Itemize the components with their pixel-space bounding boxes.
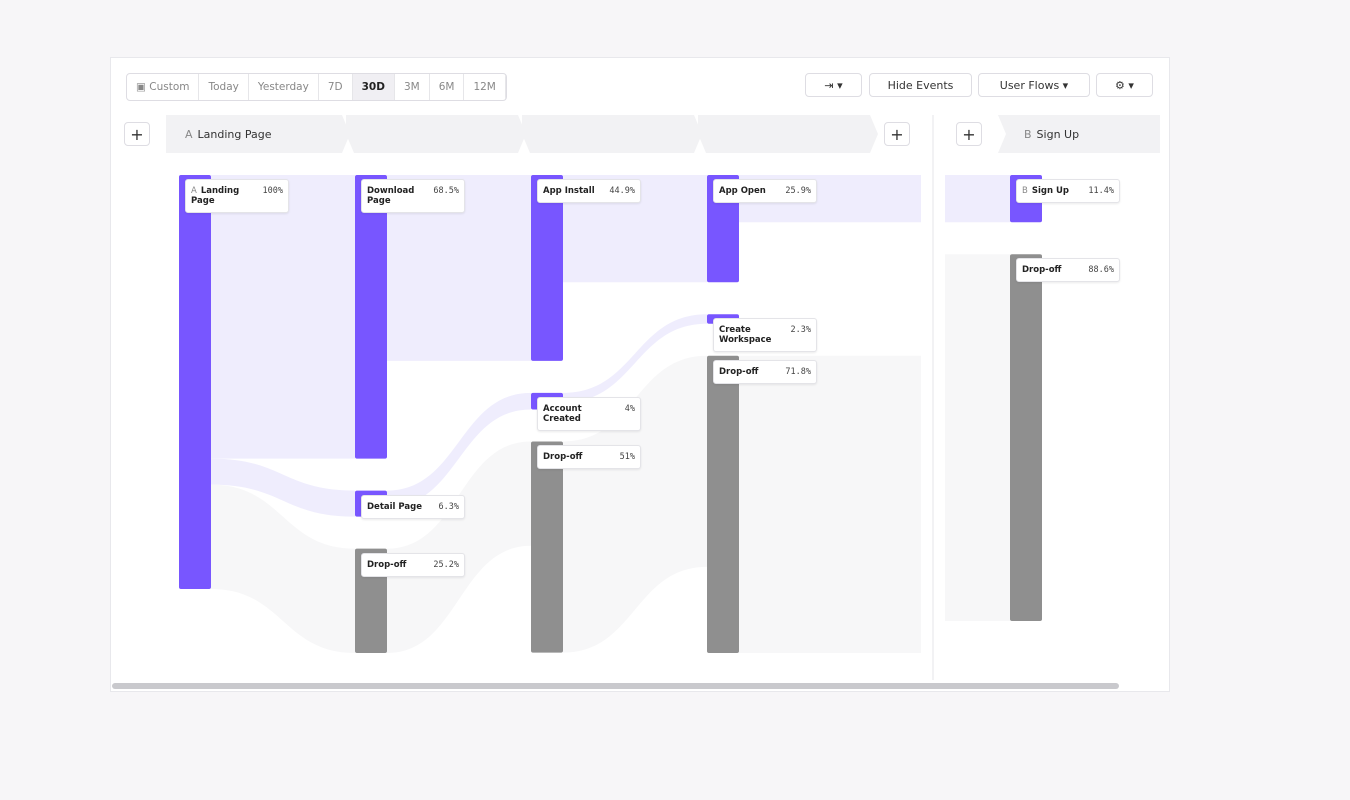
node-percent: 68.5% — [433, 186, 459, 196]
flow-link — [211, 458, 355, 517]
node-name-text: Drop-off — [367, 559, 407, 570]
node-percent: 88.6% — [1088, 265, 1114, 276]
node-name: Drop-off — [719, 367, 758, 377]
add-step[interactable]: + — [956, 122, 982, 146]
node-label[interactable]: Create Workspace 2.3% — [713, 318, 817, 353]
flow-link — [563, 314, 707, 403]
node-name-text: Drop-off — [1022, 265, 1062, 276]
node-name-text: Create Workspace — [719, 325, 772, 346]
scrollbar[interactable] — [112, 683, 1119, 689]
flow-node[interactable] — [179, 175, 211, 589]
flow-link — [387, 392, 531, 508]
add-step[interactable]: + — [884, 122, 910, 146]
node-name: App Install — [543, 186, 595, 196]
range-option[interactable]: 7D — [319, 74, 353, 100]
node-percent: 25.9% — [785, 186, 811, 196]
step-a: A Landing Page — [185, 128, 272, 141]
flow-link — [211, 484, 355, 653]
node-name: Drop-off — [367, 560, 406, 570]
range-option[interactable]: Yesterday — [249, 74, 319, 100]
node-percent: 100% — [262, 186, 283, 196]
node-letter: A — [191, 186, 197, 196]
node-name-text: App Install — [543, 186, 595, 196]
hide-events[interactable]: Hide Events — [869, 73, 972, 97]
step-label: Landing Page — [197, 128, 272, 141]
node-label[interactable]: Detail Page 6.3% — [361, 494, 465, 519]
node-name-text: Download Page — [367, 186, 415, 206]
node-label[interactable]: App Open 25.9% — [713, 179, 817, 203]
node-name-text: Drop-off — [543, 452, 583, 463]
flow-node[interactable] — [531, 441, 563, 653]
node-label[interactable]: A Landing Page 100% — [185, 179, 289, 213]
user-flows[interactable]: User Flows ▾ — [978, 73, 1090, 97]
settings-button[interactable]: ⚙ ▾ — [1096, 73, 1153, 97]
range-option[interactable]: Today — [199, 74, 249, 100]
flow-link — [563, 355, 707, 653]
step-letter: A — [185, 128, 193, 141]
range-option[interactable]: 6M — [430, 74, 465, 100]
add-step[interactable]: + — [124, 122, 150, 146]
flow-node[interactable] — [1010, 254, 1042, 622]
node-percent: 44.9% — [609, 186, 635, 196]
node-name: Drop-off — [543, 452, 582, 462]
node-name-text: Landing Page — [191, 186, 240, 206]
flow-link — [387, 175, 531, 361]
node-label[interactable]: Drop-off 51% — [537, 445, 641, 470]
range-option[interactable]: ▣ Custom — [127, 74, 200, 100]
node-name: Drop-off — [1022, 265, 1061, 275]
node-percent: 25.2% — [433, 559, 459, 570]
node-name-text: Drop-off — [719, 366, 759, 377]
flow-link — [739, 254, 1010, 654]
node-name: Detail Page — [367, 502, 422, 512]
range-option[interactable]: 30D — [352, 74, 395, 100]
node-name: Account Created — [543, 404, 611, 424]
node-label[interactable]: Drop-off 71.8% — [713, 359, 817, 384]
node-name: B Sign Up — [1022, 186, 1069, 196]
node-name: App Open — [719, 186, 766, 196]
step-label: Sign Up — [1036, 128, 1080, 141]
node-label[interactable]: Drop-off 25.2% — [361, 552, 465, 577]
flow-node[interactable] — [355, 175, 387, 459]
step-b: B Sign Up — [1024, 128, 1079, 141]
step-header — [166, 115, 1160, 153]
node-label[interactable]: Account Created 4% — [537, 396, 641, 431]
range-option[interactable]: 3M — [395, 74, 430, 100]
node-label[interactable]: Drop-off 88.6% — [1016, 258, 1120, 283]
flow-node[interactable] — [707, 355, 739, 653]
node-label[interactable]: B Sign Up 11.4% — [1016, 179, 1120, 203]
node-name-text: Detail Page — [367, 501, 422, 512]
range-option[interactable]: 12M — [464, 74, 506, 100]
flow-node[interactable] — [531, 175, 563, 361]
node-name-text: Sign Up — [1031, 186, 1069, 196]
user-flows-label: User Flows — [999, 78, 1060, 92]
node-percent: 51% — [619, 452, 635, 463]
node-name: Download Page — [367, 186, 433, 206]
node-name: Create Workspace — [719, 325, 787, 345]
node-percent: 4% — [624, 403, 635, 414]
node-percent: 6.3% — [438, 501, 459, 512]
flow-link — [211, 175, 355, 459]
node-name-text: App Open — [719, 186, 766, 196]
node-percent: 2.3% — [790, 325, 811, 336]
node-label[interactable]: App Install 44.9% — [537, 179, 641, 203]
flow-link — [387, 441, 531, 653]
node-letter: B — [1022, 186, 1028, 196]
node-name-text: Account Created — [543, 403, 582, 424]
date-range[interactable]: ▣ Custom Today Yesterday 7D 30D 3M 6M 12M — [126, 73, 507, 101]
step-letter: B — [1024, 128, 1032, 141]
export-button[interactable]: ⇥ ▾ — [805, 73, 862, 97]
node-label[interactable]: Download Page 68.5% — [361, 179, 465, 213]
node-percent: 71.8% — [785, 366, 811, 377]
node-percent: 11.4% — [1088, 186, 1114, 196]
node-name: A Landing Page — [191, 186, 259, 206]
